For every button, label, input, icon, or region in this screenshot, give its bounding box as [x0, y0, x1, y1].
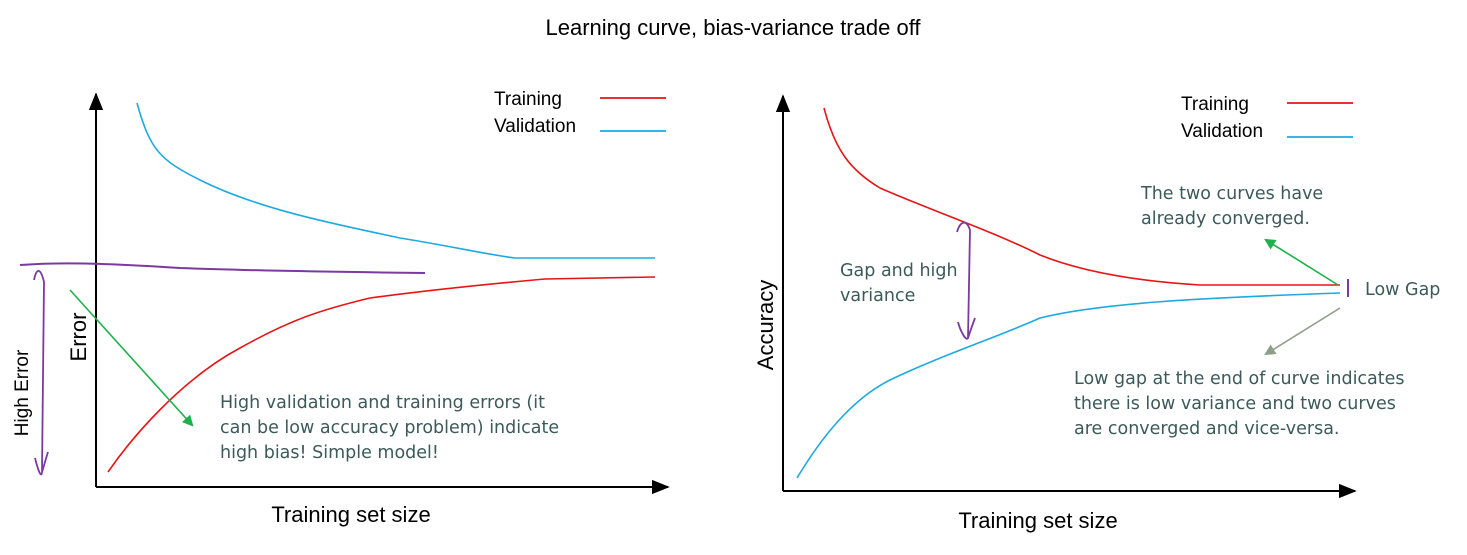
high-bias-note-line: High validation and training errors (it	[220, 393, 545, 413]
high-bias-note-line: high bias! Simple model!	[220, 443, 439, 463]
converged-note-line: The two curves have	[1140, 184, 1323, 204]
gap-label-line: variance	[840, 286, 915, 306]
left-validation-curve	[136, 102, 655, 259]
low-variance-note-line: there is low variance and two curves	[1074, 394, 1396, 414]
high-error-label: High Error	[12, 349, 33, 436]
figure-title: Learning curve, bias-variance trade off	[545, 15, 921, 40]
left-legend: Training Validation	[494, 89, 666, 137]
right-y-axis-label: Accuracy	[753, 280, 778, 370]
left-y-axis-label: Error	[66, 313, 91, 362]
right-training-curve	[823, 107, 1340, 286]
bias-note-arrow	[69, 289, 194, 427]
left-x-axis-label: Training set size	[271, 502, 430, 527]
converged-note-line: already converged.	[1141, 209, 1310, 229]
right-validation-curve	[796, 292, 1341, 479]
low-gap-label: Low Gap	[1365, 280, 1440, 300]
high-error-level-line	[19, 262, 426, 274]
converged-note: The two curves have already converged.	[1140, 184, 1323, 229]
high-error-marker	[33, 269, 49, 476]
left-legend-training-label: Training	[494, 89, 562, 110]
right-x-axis-label: Training set size	[958, 508, 1117, 533]
low-variance-note-line: Low gap at the end of curve indicates	[1074, 369, 1405, 389]
low-variance-note: Low gap at the end of curve indicates th…	[1074, 369, 1405, 439]
converged-note-arrow	[1264, 238, 1339, 286]
left-training-curve	[107, 276, 656, 473]
right-panel: Accuracy Training set size Gap and high …	[753, 94, 1440, 533]
right-legend-training-label: Training	[1181, 94, 1249, 115]
right-legend: Training Validation	[1181, 94, 1353, 142]
left-panel: Error Training set size High Error Train…	[12, 89, 670, 527]
high-bias-note: High validation and training errors (it …	[220, 393, 559, 463]
low-gap-note-arrow	[1264, 307, 1341, 356]
gap-label-line: Gap and high	[840, 261, 958, 281]
gap-marker	[956, 221, 976, 340]
right-legend-validation-label: Validation	[1181, 121, 1263, 142]
high-bias-note-line: can be low accuracy problem) indicate	[220, 418, 559, 438]
low-variance-note-line: are converged and vice-versa.	[1074, 419, 1340, 439]
left-legend-validation-label: Validation	[494, 116, 576, 137]
